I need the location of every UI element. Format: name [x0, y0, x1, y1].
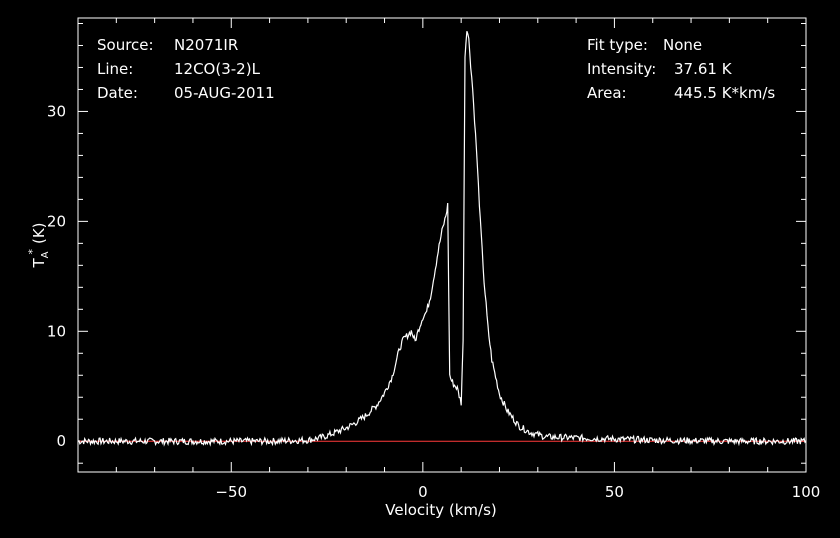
y-label-unit: (K): [30, 222, 48, 244]
intensity-value: 37.61 K: [674, 60, 733, 78]
date-value: 05-AUG-2011: [174, 84, 275, 102]
x-tick-label: 0: [418, 483, 428, 501]
fit-type-value: None: [663, 36, 702, 54]
y-tick-label: 20: [47, 212, 66, 230]
y-label-sub: A: [40, 251, 51, 258]
spectrum-line: [77, 31, 807, 447]
y-tick-label: 0: [56, 432, 66, 450]
x-tick-label: 50: [605, 483, 624, 501]
plot-frame: [77, 17, 807, 473]
source-value: N2071IR: [174, 36, 238, 54]
y-tick-label: 30: [47, 102, 66, 120]
area-value: 445.5 K*km/s: [674, 84, 775, 102]
y-axis-label-text: TA* (K): [26, 222, 51, 268]
area-label: Area:: [587, 84, 627, 102]
x-axis-label: Velocity (km/s): [385, 501, 496, 519]
y-axis-label: TA* (K): [26, 222, 51, 268]
source-label: Source:: [97, 36, 154, 54]
x-tick-label: 100: [792, 483, 821, 501]
tick-labels: −50 0 50 100 0 10 20 30: [47, 102, 820, 501]
line-value: 12CO(3-2)L: [174, 60, 261, 78]
fit-type-label: Fit type:: [587, 36, 648, 54]
line-label: Line:: [97, 60, 133, 78]
intensity-label: Intensity:: [587, 60, 656, 78]
y-label-main: T: [30, 258, 48, 269]
x-tick-label: −50: [215, 483, 247, 501]
date-label: Date:: [97, 84, 138, 102]
y-label-sup: *: [26, 249, 39, 255]
y-tick-label: 10: [47, 322, 66, 340]
